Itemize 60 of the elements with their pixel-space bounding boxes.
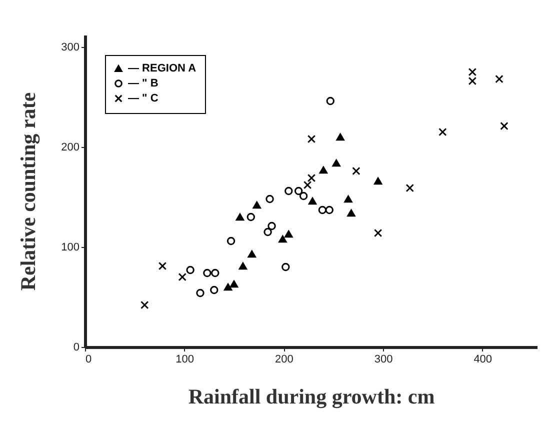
point: [468, 76, 477, 86]
x-tick-label: 300: [374, 354, 393, 366]
point: [236, 213, 244, 221]
point: [211, 268, 220, 278]
point: [318, 206, 327, 214]
point: [282, 262, 290, 272]
point: [325, 206, 334, 214]
point: [230, 280, 238, 288]
point: [374, 228, 382, 238]
x-tick-label: 400: [474, 354, 492, 366]
point: [248, 250, 256, 258]
point: [406, 184, 414, 192]
y-tick-label: 200: [61, 142, 80, 154]
point: [336, 133, 344, 141]
point: [158, 262, 167, 270]
legend-label: — REGION A: [128, 62, 196, 74]
point: [352, 166, 360, 176]
y-tick-label: 300: [61, 42, 80, 54]
point: [226, 236, 236, 246]
point: [178, 272, 186, 282]
point: [186, 266, 194, 274]
point: [347, 209, 356, 217]
point: [326, 96, 334, 106]
point: [278, 235, 287, 243]
y-axis-title: Relative counting rate: [16, 92, 40, 291]
point: [438, 128, 447, 136]
point: [319, 166, 328, 174]
point: [284, 230, 293, 238]
point: [252, 201, 261, 209]
point: [294, 186, 303, 196]
legend-label: — " B: [128, 78, 158, 90]
point: [266, 194, 274, 204]
point: [210, 286, 218, 294]
point: [468, 68, 477, 76]
point: [268, 222, 276, 230]
x-tick-label: 0: [86, 354, 92, 366]
point: [238, 262, 248, 270]
point: [284, 186, 293, 196]
point: [196, 288, 204, 298]
point: [495, 74, 504, 84]
point: [264, 228, 272, 236]
x-axis-title: Rainfall during growth: cm: [188, 384, 436, 408]
y-tick-label: 0: [73, 342, 80, 354]
point: [224, 283, 232, 291]
point: [307, 174, 316, 182]
point: [299, 192, 308, 200]
x-tick-label: 100: [176, 354, 194, 366]
point: [308, 197, 317, 205]
point: [500, 122, 508, 130]
point: [303, 180, 312, 190]
x-tick-label: 200: [275, 354, 294, 366]
point: [203, 268, 212, 278]
point: [344, 195, 352, 203]
legend-label: — " C: [128, 92, 158, 104]
point: [140, 300, 149, 310]
point: [246, 212, 256, 222]
point: [374, 177, 382, 185]
point: [332, 159, 340, 167]
point: [307, 134, 316, 144]
y-tick-label: 100: [61, 242, 80, 254]
